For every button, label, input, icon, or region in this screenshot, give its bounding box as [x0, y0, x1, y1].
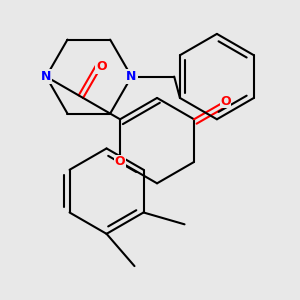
Text: N: N — [41, 70, 51, 83]
Text: O: O — [96, 60, 106, 73]
Text: O: O — [220, 94, 231, 108]
Text: O: O — [115, 155, 125, 169]
Text: N: N — [126, 70, 137, 83]
